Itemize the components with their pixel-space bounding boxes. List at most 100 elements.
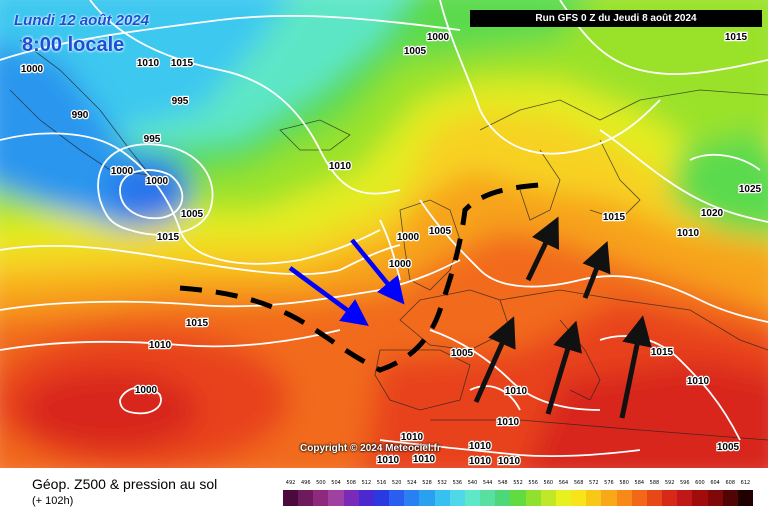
scale-tick-label: 524 xyxy=(407,480,417,486)
isobar-label: 1010 xyxy=(497,417,520,428)
scale-swatch xyxy=(707,490,724,506)
cold-flow-arrows xyxy=(288,238,405,326)
scale-tick-label: 556 xyxy=(528,480,538,486)
isobar-label: 1005 xyxy=(404,46,427,57)
scale-swatch xyxy=(495,490,511,506)
scale-swatch xyxy=(540,490,557,506)
scale-swatch xyxy=(283,490,299,506)
isobar-label: 1015 xyxy=(651,347,674,358)
isobar-label: 1005 xyxy=(181,209,204,220)
scale-tick-label: 492 xyxy=(285,480,296,486)
isobar-label: 1015 xyxy=(186,318,209,329)
forecast-date: Lundi 12 août 2024 xyxy=(14,12,150,29)
scale-tick-label: 504 xyxy=(331,480,341,486)
color-scale-bar xyxy=(283,490,754,506)
scale-swatch xyxy=(449,490,466,506)
warm-flow-arrow xyxy=(525,216,560,282)
scale-tick-label: 516 xyxy=(376,480,387,486)
cold-flow-arrow xyxy=(288,266,369,326)
cold-flow-arrow xyxy=(350,238,405,305)
isobar-label: 1000 xyxy=(21,64,44,75)
scale-swatch xyxy=(404,490,420,506)
isobar-label: 1025 xyxy=(739,184,762,195)
isobar-label: 1010 xyxy=(469,456,492,467)
scale-swatch xyxy=(343,490,360,506)
isobar-label: 1015 xyxy=(157,232,180,243)
isobar-label: 995 xyxy=(172,96,189,107)
scale-swatch xyxy=(434,490,451,506)
isobar-label: 1010 xyxy=(149,340,172,351)
scale-tick-label: 612 xyxy=(740,480,751,486)
scale-tick-label: 600 xyxy=(695,480,705,486)
isobar-label: 1005 xyxy=(717,442,740,453)
isobar-label: 1000 xyxy=(397,232,420,243)
isobar-label: 1000 xyxy=(146,176,169,187)
legend-footer: Géop. Z500 & pression au sol (+ 102h) 49… xyxy=(0,468,768,512)
model-run-label: Run GFS 0 Z du Jeudi 8 août 2024 xyxy=(470,10,762,27)
scale-swatch xyxy=(358,490,375,506)
scale-swatch xyxy=(662,490,678,506)
scale-tick-label: 512 xyxy=(361,480,372,486)
scale-swatch xyxy=(555,490,572,506)
isobar-label: 1020 xyxy=(701,208,724,219)
scale-swatch xyxy=(480,490,496,506)
scale-tick-label: 552 xyxy=(513,480,523,486)
scale-tick-label: 588 xyxy=(649,480,660,486)
isobar-label: 1010 xyxy=(469,441,492,452)
scale-swatch xyxy=(722,490,739,506)
isobar-label: 1010 xyxy=(677,228,700,239)
isobar-label: 1010 xyxy=(329,161,352,172)
scale-swatch xyxy=(586,490,602,506)
scale-swatch xyxy=(525,490,542,506)
scale-tick-label: 532 xyxy=(437,480,447,486)
scale-tick-label: 500 xyxy=(316,480,326,486)
trough-line xyxy=(179,182,541,373)
scale-tick-label: 560 xyxy=(543,480,554,486)
scale-tick-label: 496 xyxy=(300,480,311,486)
forecast-time: 8:00 locale xyxy=(22,34,125,56)
scale-tick-label: 568 xyxy=(573,480,584,486)
isobar-label: 1010 xyxy=(401,432,424,443)
scale-swatch xyxy=(616,490,633,506)
isobar-label: 1000 xyxy=(427,32,450,43)
scale-swatch xyxy=(571,490,587,506)
isobars xyxy=(0,0,768,456)
scale-swatch xyxy=(692,490,708,506)
scale-tick-label: 536 xyxy=(452,480,463,486)
scale-swatch xyxy=(298,490,314,506)
isobar-label: 990 xyxy=(72,110,89,121)
scale-swatch xyxy=(601,490,618,506)
scale-tick-label: 596 xyxy=(679,480,690,486)
isobar-label: 1005 xyxy=(451,348,474,359)
isobar-label: 1010 xyxy=(377,455,400,466)
scale-tick-label: 528 xyxy=(422,480,432,486)
isobar-label: 1000 xyxy=(111,166,134,177)
warm-flow-arrows xyxy=(473,216,652,419)
scale-tick-label: 564 xyxy=(558,480,569,486)
warm-flow-arrow xyxy=(619,315,652,419)
scale-swatch xyxy=(464,490,481,506)
scale-tick-label: 508 xyxy=(346,480,356,486)
scale-swatch xyxy=(373,490,390,506)
isobar-label: 1010 xyxy=(137,58,160,69)
scale-swatch xyxy=(510,490,527,506)
lead-time: (+ 102h) xyxy=(32,495,74,507)
isobar-label: 1010 xyxy=(505,386,528,397)
scale-tick-label: 604 xyxy=(710,480,720,486)
warm-flow-arrow xyxy=(545,320,582,415)
scale-swatch xyxy=(328,490,345,506)
scale-tick-label: 580 xyxy=(619,480,629,486)
isobar-label: 1015 xyxy=(725,32,748,43)
isobar-label: 1000 xyxy=(389,259,412,270)
warm-flow-arrow xyxy=(473,316,516,404)
scale-swatch xyxy=(737,490,754,506)
scale-swatch xyxy=(419,490,436,506)
scale-tick-label: 592 xyxy=(664,480,675,486)
scale-tick-label: 548 xyxy=(498,480,508,486)
isobar-label: 1015 xyxy=(603,212,626,223)
isobar-label: 1010 xyxy=(687,376,710,387)
isobar-label: 1000 xyxy=(135,385,158,396)
scale-tick-label: 520 xyxy=(391,480,402,486)
